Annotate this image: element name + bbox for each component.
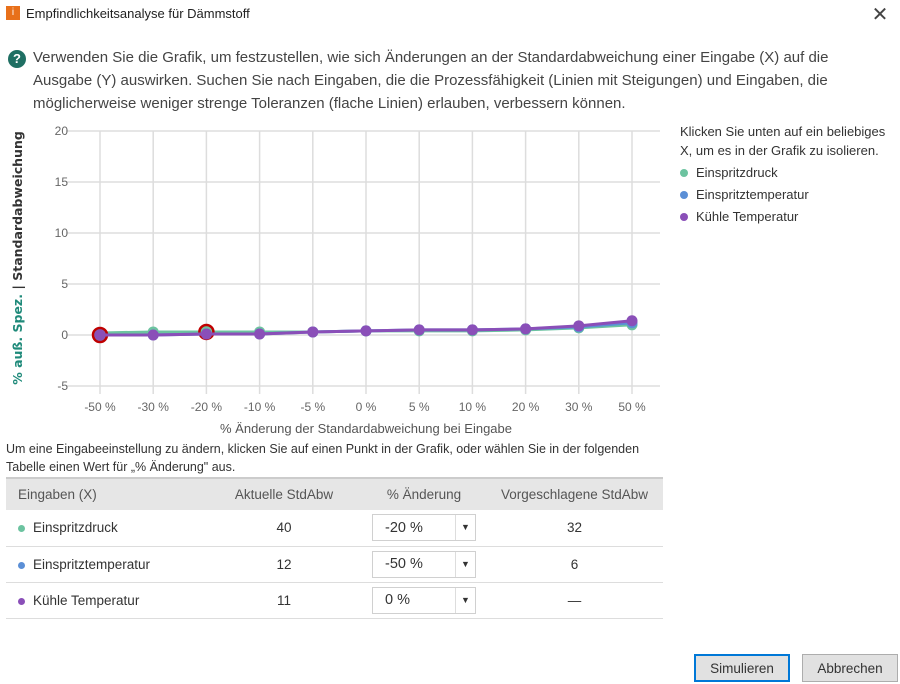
chart-legend: Klicken Sie unten auf ein beliebiges X, … xyxy=(680,122,890,226)
data-point[interactable] xyxy=(147,329,159,341)
data-point[interactable] xyxy=(307,326,319,338)
window-title: Empfindlichkeitsanalyse für Dämmstoff xyxy=(26,6,250,21)
x-tick-label: 20 % xyxy=(512,400,540,414)
suggested-stddev: 6 xyxy=(486,546,663,583)
y-tick-label: -5 xyxy=(57,379,68,393)
suggested-stddev: 32 xyxy=(486,510,663,547)
change-dropdown[interactable]: -20 % ▼ xyxy=(372,514,476,542)
legend-item-einspritzdruck[interactable]: Einspritzdruck xyxy=(680,163,890,182)
y-axis-title-part: Standardabweichung xyxy=(10,131,25,281)
help-icon[interactable]: ? xyxy=(8,50,26,68)
column-header-suggested: Vorgeschlagene StdAbw xyxy=(486,477,663,510)
suggested-stddev: — xyxy=(486,582,663,619)
series-dot-icon xyxy=(680,190,688,199)
data-point[interactable] xyxy=(466,324,478,336)
chevron-down-icon[interactable]: ▼ xyxy=(455,551,475,577)
x-tick-label: 5 % xyxy=(409,400,430,414)
legend-item-kuehle-temperatur[interactable]: Kühle Temperatur xyxy=(680,207,890,226)
current-stddev: 12 xyxy=(206,546,362,583)
cancel-button[interactable]: Abbrechen xyxy=(802,654,898,682)
data-point[interactable] xyxy=(254,328,266,340)
instructions-text: Um eine Eingabeeinstellung zu ändern, kl… xyxy=(6,442,640,474)
change-value: -50 % xyxy=(385,556,423,572)
x-tick-label: -5 % xyxy=(300,400,325,414)
current-stddev: 11 xyxy=(206,582,362,619)
current-stddev: 40 xyxy=(206,510,362,547)
data-point[interactable] xyxy=(626,315,638,327)
series-dot-icon xyxy=(18,561,25,569)
column-header-inputs: Eingaben (X) xyxy=(6,477,206,510)
input-name: Einspritzdruck xyxy=(33,520,118,536)
series-dot-icon xyxy=(680,212,688,221)
y-tick-label: 5 xyxy=(61,277,68,291)
y-axis-title-part: | xyxy=(10,281,25,294)
chevron-down-icon[interactable]: ▼ xyxy=(455,515,475,541)
data-point[interactable] xyxy=(94,329,106,341)
input-name: Kühle Temperatur xyxy=(33,592,140,608)
x-tick-label: 30 % xyxy=(565,400,593,414)
data-point[interactable] xyxy=(413,324,425,336)
legend-label: Einspritztemperatur xyxy=(696,187,809,202)
x-tick-label: -10 % xyxy=(244,400,276,414)
sensitivity-chart[interactable]: 20 15 10 5 0 -5 -50 % -30 % -20 % -10 % -5 % 0 % 5 %… xyxy=(0,120,670,440)
chevron-down-icon[interactable]: ▼ xyxy=(455,587,475,613)
table-row[interactable]: Kühle Temperatur 11 0 % ▼ — xyxy=(6,582,663,619)
y-tick-label: 10 xyxy=(55,226,69,240)
inputs-table: Eingaben (X) Aktuelle StdAbw % Änderung … xyxy=(6,477,663,619)
close-icon[interactable]: ✕ xyxy=(871,4,889,26)
data-point[interactable] xyxy=(200,328,212,340)
x-axis-title: % Änderung der Standardabweichung bei Ei… xyxy=(220,421,512,436)
data-point[interactable] xyxy=(520,323,532,335)
series-dot-icon xyxy=(18,525,25,533)
y-tick-label: 20 xyxy=(55,124,69,138)
change-dropdown[interactable]: -50 % ▼ xyxy=(372,550,476,578)
table-row[interactable]: Einspritzdruck 40 -20 % ▼ 32 xyxy=(6,510,663,547)
y-axis-title: % auß. Spez. | Standardabweichung xyxy=(10,131,25,385)
x-tick-label: -50 % xyxy=(84,400,116,414)
simulate-button[interactable]: Simulieren xyxy=(694,654,790,682)
intro-text: Verwenden Sie die Grafik, um festzustell… xyxy=(33,49,829,112)
app-icon: i xyxy=(6,6,20,20)
legend-label: Kühle Temperatur xyxy=(696,209,799,224)
x-tick-label: 0 % xyxy=(356,400,377,414)
data-point[interactable] xyxy=(360,325,372,337)
legend-label: Einspritzdruck xyxy=(696,165,778,180)
data-point[interactable] xyxy=(573,320,585,332)
x-tick-label: 50 % xyxy=(618,400,646,414)
title-bar: i Empfindlichkeitsanalyse für Dämmstoff … xyxy=(0,0,900,30)
table-row[interactable]: Einspritztemperatur 12 -50 % ▼ 6 xyxy=(6,546,663,583)
y-tick-label: 15 xyxy=(55,175,69,189)
column-header-change: % Änderung xyxy=(362,477,486,510)
change-dropdown[interactable]: 0 % ▼ xyxy=(372,586,476,614)
series-dot-icon xyxy=(18,597,25,605)
change-value: 0 % xyxy=(385,592,410,608)
change-value: -20 % xyxy=(385,519,423,536)
y-axis-title-part: % auß. Spez. xyxy=(10,294,25,385)
x-tick-label: -20 % xyxy=(191,400,223,414)
y-tick-label: 0 xyxy=(61,328,68,342)
column-header-current: Aktuelle StdAbw xyxy=(206,477,362,510)
x-tick-label: -30 % xyxy=(138,400,170,414)
legend-hint: Klicken Sie unten auf ein beliebiges X, … xyxy=(680,124,886,158)
input-name: Einspritztemperatur xyxy=(33,556,151,572)
legend-item-einspritztemperatur[interactable]: Einspritztemperatur xyxy=(680,185,890,204)
series-dot-icon xyxy=(680,168,688,177)
x-tick-label: 10 % xyxy=(459,400,487,414)
